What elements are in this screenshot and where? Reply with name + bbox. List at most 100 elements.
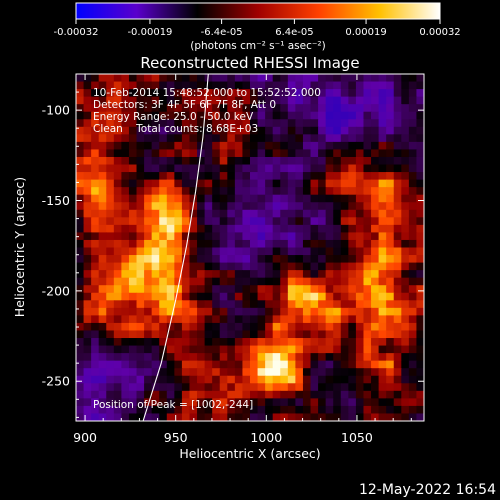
heatmap-cell — [204, 172, 213, 181]
heatmap-cell — [166, 322, 175, 332]
heatmap-cell — [121, 81, 130, 90]
heatmap-cell — [83, 353, 92, 362]
heatmap-cell — [219, 375, 228, 384]
heatmap-cell — [265, 322, 274, 332]
heatmap-cell — [408, 345, 418, 354]
heatmap-cell — [416, 255, 424, 264]
heatmap-cell — [302, 111, 312, 120]
heatmap-cell — [257, 74, 266, 83]
heatmap-cell — [159, 194, 168, 203]
heatmap-cell — [280, 277, 289, 286]
heatmap-cell — [227, 338, 236, 347]
heatmap-cell — [136, 292, 145, 301]
heatmap-cell — [83, 232, 92, 241]
heatmap-cell — [242, 232, 251, 241]
heatmap-cell — [393, 300, 402, 309]
heatmap-cell — [98, 398, 107, 407]
heatmap-cell — [355, 194, 365, 203]
heatmap-cell — [287, 262, 296, 271]
heatmap-cell — [76, 239, 85, 249]
heatmap-cell — [371, 353, 380, 362]
heatmap-cell — [159, 322, 168, 332]
heatmap-cell — [242, 104, 251, 113]
heatmap-cell — [98, 315, 107, 324]
heatmap-cell — [98, 353, 107, 362]
heatmap-cell — [272, 134, 281, 143]
heatmap-cell — [408, 89, 418, 98]
heatmap-cell — [189, 330, 198, 339]
heatmap-cell — [302, 156, 312, 166]
heatmap-cell — [318, 315, 327, 324]
heatmap-cell — [280, 134, 289, 143]
heatmap-cell — [242, 156, 251, 166]
heatmap-cell — [204, 375, 213, 384]
heatmap-cell — [174, 262, 183, 271]
heatmap-cell — [121, 307, 130, 316]
heatmap-cell — [310, 307, 319, 316]
heatmap-cell — [219, 270, 228, 279]
heatmap-cell — [144, 300, 153, 309]
heatmap-cell — [310, 315, 319, 324]
heatmap-cell — [212, 277, 221, 286]
heatmap-cell — [363, 202, 372, 211]
heatmap-cell — [363, 315, 372, 324]
heatmap-cell — [340, 119, 349, 128]
heatmap-cell — [204, 360, 213, 369]
heatmap-cell — [91, 111, 100, 120]
heatmap-cell — [91, 262, 100, 271]
heatmap-cell — [136, 398, 145, 407]
heatmap-cell — [348, 239, 357, 249]
heatmap-cell — [295, 398, 304, 407]
heatmap-cell — [242, 119, 251, 128]
heatmap-cell — [189, 224, 198, 234]
heatmap-cell — [234, 239, 244, 249]
heatmap-cell — [144, 277, 153, 286]
heatmap-cell — [348, 111, 357, 120]
heatmap-cell — [227, 149, 236, 158]
heatmap-cell — [257, 285, 266, 294]
heatmap-cell — [325, 194, 334, 203]
heatmap-cell — [257, 172, 266, 181]
heatmap-cell — [265, 247, 274, 256]
heatmap-cell — [401, 104, 410, 113]
heatmap-cell — [166, 141, 175, 151]
heatmap-cell — [378, 315, 387, 324]
heatmap-cell — [128, 119, 138, 128]
heatmap-cell — [333, 134, 342, 143]
heatmap-cell — [318, 390, 327, 399]
heatmap-cell — [144, 368, 153, 377]
heatmap-cell — [272, 270, 281, 279]
heatmap-cell — [91, 315, 100, 324]
heatmap-cell — [98, 194, 107, 203]
heatmap-cell — [106, 187, 115, 196]
heatmap-cell — [242, 134, 251, 143]
heatmap-cell — [212, 353, 221, 362]
heatmap-cell — [234, 104, 244, 113]
heatmap-cell — [83, 156, 92, 166]
heatmap-cell — [355, 330, 365, 339]
heatmap-cell — [280, 413, 289, 421]
heatmap-cell — [363, 307, 372, 316]
heatmap-cell — [386, 338, 395, 347]
heatmap-cell — [257, 368, 266, 377]
heatmap-cell — [272, 368, 281, 377]
heatmap-cell — [189, 187, 198, 196]
heatmap-cell — [371, 134, 380, 143]
heatmap-cell — [83, 81, 92, 90]
heatmap-cell — [265, 277, 274, 286]
heatmap-cell — [212, 179, 221, 188]
heatmap-cell — [348, 179, 357, 188]
heatmap-cell — [318, 247, 327, 256]
heatmap-cell — [348, 345, 357, 354]
solar-limb-line — [142, 74, 209, 421]
heatmap-cell — [371, 89, 380, 98]
heatmap-cell — [416, 345, 424, 354]
heatmap-cell — [76, 292, 85, 301]
heatmap-cell — [348, 74, 357, 83]
heatmap-cell — [265, 172, 274, 181]
heatmap-cell — [340, 89, 349, 98]
heatmap-cell — [386, 368, 395, 377]
heatmap-cell — [348, 224, 357, 234]
heatmap-cell — [159, 74, 168, 83]
heatmap-cell — [227, 262, 236, 271]
